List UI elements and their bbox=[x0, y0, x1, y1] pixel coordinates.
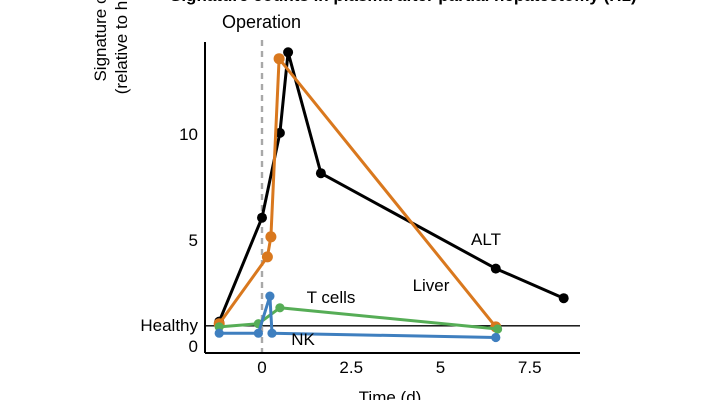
x-tick-label-7-5: 7.5 bbox=[517, 358, 542, 377]
data-point-alt bbox=[283, 47, 294, 58]
x-tick-label-0: 0 bbox=[257, 358, 267, 377]
data-point-t-cells bbox=[493, 324, 503, 334]
y-axis-title: Signature count (relative to healthy) bbox=[89, 0, 133, 133]
data-point-nk bbox=[491, 332, 501, 343]
series-label-alt: ALT bbox=[471, 230, 501, 249]
data-point-liver bbox=[265, 231, 277, 243]
data-point-nk bbox=[265, 291, 275, 301]
operation-label: Operation bbox=[222, 12, 302, 32]
healthy-tick-label: Healthy bbox=[140, 315, 198, 335]
data-point-liver bbox=[273, 53, 285, 65]
y-tick-label-0: 0 bbox=[188, 337, 198, 356]
x-tick-label-5: 5 bbox=[435, 358, 446, 377]
data-point-liver bbox=[261, 251, 273, 263]
data-point-alt bbox=[257, 212, 267, 223]
data-point-alt bbox=[558, 293, 569, 304]
data-point-nk bbox=[267, 328, 277, 338]
series-line-t-cells bbox=[217, 306, 500, 331]
series-label-nk: NK bbox=[291, 330, 315, 349]
figure-title-clipped: Signature counts in plasma after partial… bbox=[170, 0, 637, 6]
series-label-t-cells: T cells bbox=[306, 288, 356, 307]
y-tick-label-10: 10 bbox=[179, 125, 198, 144]
data-point-nk bbox=[253, 328, 263, 338]
data-point-t-cells bbox=[275, 303, 285, 313]
y-axis-title-line2: (relative to healthy) bbox=[112, 0, 131, 95]
y-axis-title-line1: Signature count bbox=[91, 0, 110, 82]
y-tick-label-5: 5 bbox=[188, 231, 198, 250]
data-point-alt bbox=[274, 127, 285, 138]
data-point-t-cells bbox=[214, 322, 224, 332]
data-point-nk bbox=[214, 328, 224, 338]
series-label-liver: Liver bbox=[412, 276, 450, 295]
data-point-alt bbox=[315, 168, 326, 179]
x-tick-label-2-5: 2.5 bbox=[339, 358, 364, 377]
x-axis-title: Time (d) bbox=[358, 388, 422, 400]
data-point-alt bbox=[490, 263, 501, 274]
